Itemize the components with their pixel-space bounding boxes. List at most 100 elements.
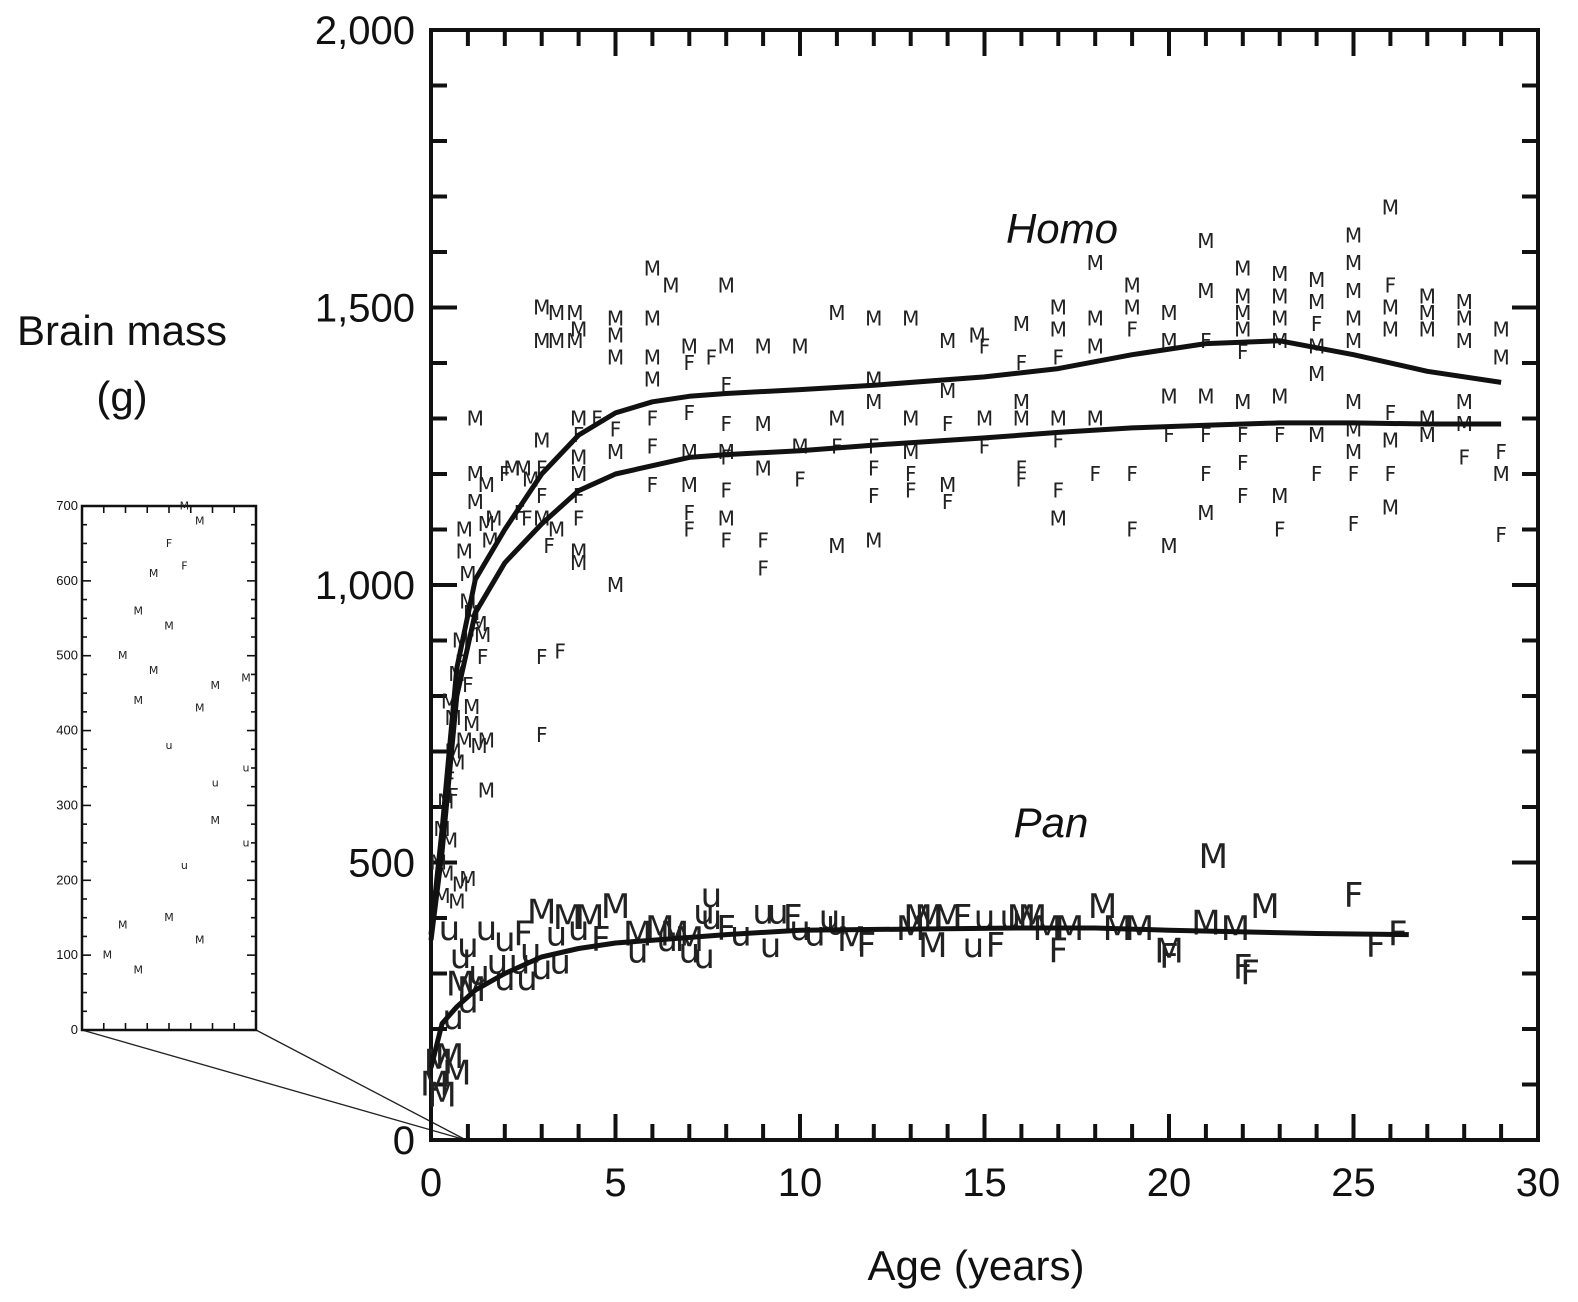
data-point-M: M bbox=[607, 345, 624, 369]
data-point-F: F bbox=[1385, 462, 1397, 486]
data-point-u: u bbox=[476, 909, 498, 949]
data-point-F: F bbox=[647, 434, 659, 458]
data-point-M: M bbox=[1492, 462, 1509, 486]
data-point-F: F bbox=[536, 484, 548, 508]
data-point-F: F bbox=[794, 468, 806, 492]
data-point-M: M bbox=[570, 318, 587, 342]
data-point-M: M bbox=[424, 1042, 453, 1082]
data-point-M: M bbox=[463, 712, 480, 736]
data-point-M: M bbox=[607, 307, 624, 331]
y-tick-label: 1,000 bbox=[315, 564, 415, 608]
data-point-M: M bbox=[918, 926, 947, 966]
data-point-M: M bbox=[1088, 887, 1117, 927]
data-point-M: M bbox=[1234, 390, 1251, 414]
data-point-M: M bbox=[1087, 307, 1104, 331]
data-point-M: M bbox=[681, 334, 698, 358]
data-point-M: M bbox=[607, 323, 624, 347]
data-point-M: M bbox=[902, 307, 919, 331]
data-point-u: u bbox=[752, 892, 774, 932]
data-point-u: u bbox=[627, 931, 649, 971]
data-point-M: M bbox=[442, 1053, 471, 1093]
y-tick-label: 500 bbox=[348, 842, 415, 886]
data-point-F: F bbox=[979, 434, 991, 458]
data-point-M: M bbox=[644, 368, 661, 392]
data-point-M: M bbox=[718, 273, 735, 297]
data-point-F: F bbox=[868, 456, 880, 480]
data-point-M: M bbox=[644, 307, 661, 331]
data-point-M: M bbox=[1050, 506, 1067, 530]
x-tick-label: 25 bbox=[1331, 1161, 1376, 1205]
data-point-M: M bbox=[718, 334, 735, 358]
data-point-M: M bbox=[1382, 429, 1399, 453]
data-point-F: F bbox=[1200, 462, 1212, 486]
data-point-M: M bbox=[1345, 251, 1362, 275]
data-point-M: M bbox=[754, 456, 771, 480]
data-point-u: u bbox=[693, 937, 715, 977]
inset-data-point-u: u bbox=[243, 762, 250, 775]
data-point-M: M bbox=[1197, 229, 1214, 253]
inset-data-point-u: u bbox=[181, 859, 188, 872]
data-point-F: F bbox=[1495, 440, 1507, 464]
data-point-M: M bbox=[570, 407, 587, 431]
data-point-M: M bbox=[1191, 904, 1220, 944]
data-point-u: u bbox=[701, 898, 723, 938]
data-point-M: M bbox=[478, 728, 495, 752]
data-point-M: M bbox=[566, 301, 583, 325]
data-point-M: M bbox=[1050, 318, 1067, 342]
data-point-M: M bbox=[1234, 284, 1251, 308]
data-point-u: u bbox=[516, 959, 538, 999]
data-point-M: M bbox=[662, 273, 679, 297]
fit-line-2 bbox=[428, 925, 1409, 1069]
inset-data-point-F: F bbox=[166, 537, 172, 550]
data-point-M: M bbox=[1197, 384, 1214, 408]
data-point-u: u bbox=[439, 909, 461, 949]
data-point-F: F bbox=[1311, 312, 1323, 336]
data-point-F: F bbox=[591, 407, 603, 431]
data-point-u: u bbox=[760, 926, 782, 966]
data-point-F: F bbox=[1237, 484, 1249, 508]
data-point-M: M bbox=[570, 540, 587, 564]
data-point-F: F bbox=[1240, 954, 1260, 994]
data-point-F: F bbox=[1163, 423, 1175, 447]
inset-y-tick-label: 100 bbox=[56, 947, 78, 962]
data-point-M: M bbox=[459, 562, 476, 586]
data-point-M: M bbox=[1419, 423, 1436, 447]
data-point-F: F bbox=[1237, 451, 1249, 475]
data-point-F: F bbox=[573, 506, 585, 530]
data-point-M: M bbox=[660, 915, 689, 955]
data-point-M: M bbox=[420, 1065, 449, 1105]
data-point-F: F bbox=[1016, 456, 1028, 480]
inset-data-point-u: u bbox=[166, 739, 173, 752]
data-point-F: F bbox=[1237, 340, 1249, 364]
data-point-u: u bbox=[457, 926, 479, 966]
inset-data-point-M: M bbox=[149, 567, 159, 580]
data-point-F: F bbox=[720, 479, 732, 503]
data-point-M: M bbox=[1197, 501, 1214, 525]
data-point-M: M bbox=[1234, 318, 1251, 342]
data-point-M: M bbox=[570, 462, 587, 486]
data-point-M: M bbox=[504, 456, 521, 480]
data-point-M: M bbox=[470, 734, 487, 758]
data-point-F: F bbox=[1237, 423, 1249, 447]
inset-y-tick-label: 400 bbox=[56, 723, 78, 738]
data-point-M: M bbox=[1087, 407, 1104, 431]
data-point-F: F bbox=[1126, 318, 1138, 342]
data-point-u: u bbox=[450, 937, 472, 977]
data-point-u: u bbox=[546, 915, 568, 955]
data-point-M: M bbox=[533, 296, 550, 320]
data-point-F: F bbox=[499, 462, 511, 486]
data-point-M: M bbox=[1456, 290, 1473, 314]
data-point-F: F bbox=[1200, 329, 1212, 353]
data-point-F: F bbox=[905, 462, 917, 486]
data-point-M: M bbox=[467, 407, 484, 431]
data-point-u: u bbox=[509, 942, 531, 982]
data-point-F: F bbox=[647, 473, 659, 497]
data-point-M: M bbox=[1345, 329, 1362, 353]
data-point-M: M bbox=[865, 390, 882, 414]
data-point-u: u bbox=[826, 904, 848, 944]
data-point-M: M bbox=[1154, 931, 1183, 971]
data-point-M: M bbox=[1382, 196, 1399, 220]
